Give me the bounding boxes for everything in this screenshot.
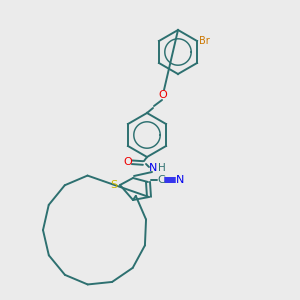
Text: S: S	[110, 180, 118, 190]
Text: H: H	[158, 163, 166, 173]
Text: O: O	[124, 157, 132, 167]
Text: Br: Br	[199, 36, 210, 46]
Text: N: N	[176, 175, 184, 185]
Text: N: N	[149, 163, 157, 173]
Text: C: C	[157, 175, 165, 185]
Text: O: O	[159, 90, 167, 100]
